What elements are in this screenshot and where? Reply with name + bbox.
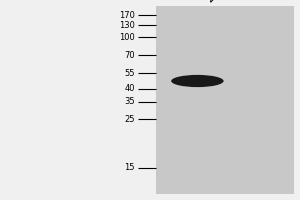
Text: 293T: 293T [204,0,230,4]
Text: 170: 170 [119,10,135,20]
Text: 35: 35 [124,98,135,106]
Bar [156,6,294,194]
Text: 15: 15 [124,164,135,172]
Text: 100: 100 [119,32,135,42]
Text: 130: 130 [119,21,135,29]
Text: 70: 70 [124,50,135,60]
Text: 40: 40 [124,84,135,93]
Ellipse shape [171,75,224,87]
Text: 25: 25 [124,114,135,123]
Text: 55: 55 [124,68,135,77]
